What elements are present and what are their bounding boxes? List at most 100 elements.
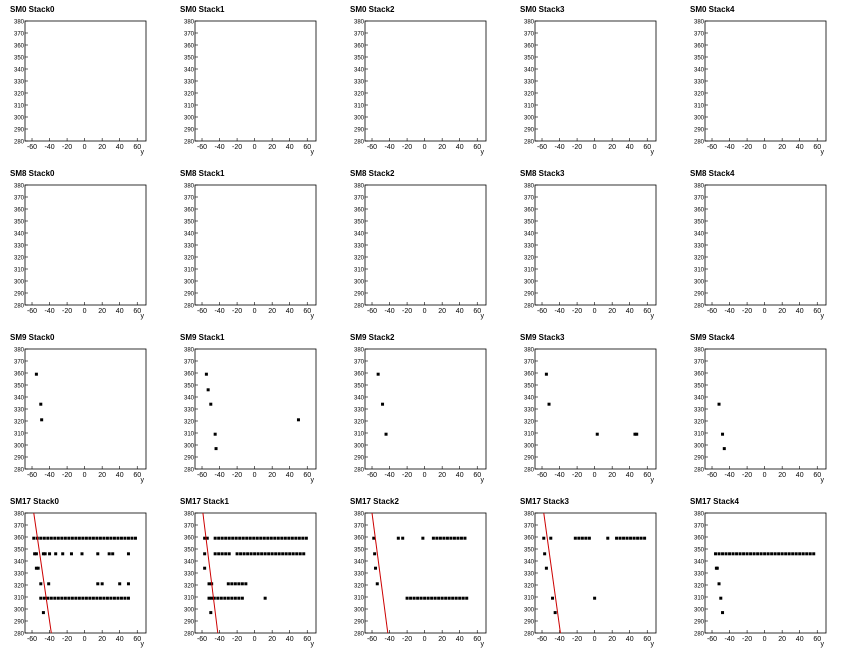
point [240, 596, 244, 600]
point [119, 596, 123, 600]
x-tick-label: -60 [537, 636, 547, 643]
point [240, 582, 244, 586]
x-axis-label: y [821, 477, 825, 484]
point [98, 596, 102, 600]
point [241, 536, 245, 540]
x-tick-label: 20 [778, 308, 786, 315]
point [593, 596, 597, 600]
x-axis-label: y [311, 313, 315, 320]
y-tick-label: 360 [694, 535, 705, 541]
chart-title: SM17 Stack4 [690, 497, 739, 506]
x-tick-label: -40 [554, 144, 564, 151]
y-tick-label: 350 [14, 383, 25, 389]
point [96, 582, 100, 586]
point [444, 596, 448, 600]
point [246, 552, 250, 556]
y-tick-label: 350 [694, 547, 705, 553]
y-tick-label: 370 [14, 31, 25, 37]
y-tick-label: 360 [184, 207, 195, 213]
y-tick-label: 330 [524, 243, 535, 249]
x-tick-label: -20 [402, 144, 412, 151]
y-tick-label: 380 [694, 19, 705, 25]
x-tick-label: 20 [98, 636, 106, 643]
y-tick-label: 280 [524, 467, 535, 473]
y-tick-label: 300 [14, 115, 25, 121]
x-tick-label: -60 [367, 144, 377, 151]
x-tick-label: 60 [643, 144, 651, 151]
x-tick-label: 20 [98, 308, 106, 315]
x-tick-label: 40 [796, 308, 804, 315]
point [447, 596, 451, 600]
x-tick-label: -20 [742, 636, 752, 643]
point [374, 566, 378, 570]
point [375, 582, 379, 586]
point [230, 582, 234, 586]
y-tick-label: 360 [524, 535, 535, 541]
point [304, 536, 308, 540]
y-tick-label: 320 [524, 419, 535, 425]
chart-title: SM8 Stack2 [350, 169, 395, 178]
point [112, 536, 116, 540]
x-tick-label: -60 [27, 144, 37, 151]
plot-frame [534, 348, 657, 470]
x-tick-label: 0 [593, 636, 597, 643]
point [735, 552, 739, 556]
y-tick-label: 320 [694, 583, 705, 589]
x-tick-label: -40 [724, 144, 734, 151]
point [212, 596, 216, 600]
y-tick-label: 320 [694, 91, 705, 97]
point [773, 552, 777, 556]
y-tick-label: 320 [14, 91, 25, 97]
y-tick-label: 340 [354, 231, 365, 237]
point [213, 432, 217, 436]
point [401, 536, 405, 540]
point [421, 536, 425, 540]
y-tick-label: 350 [524, 383, 535, 389]
chart-title: SM8 Stack0 [10, 169, 55, 178]
y-tick-label: 370 [354, 523, 365, 529]
x-tick-label: 60 [303, 308, 311, 315]
x-tick-label: 20 [268, 472, 276, 479]
y-tick-label: 360 [14, 207, 25, 213]
point [274, 552, 278, 556]
y-tick-label: 350 [184, 219, 195, 225]
x-tick-label: -40 [384, 636, 394, 643]
y-tick-label: 380 [14, 511, 25, 517]
point [452, 536, 456, 540]
point [742, 552, 746, 556]
point [573, 536, 577, 540]
x-tick-label: 0 [423, 636, 427, 643]
y-tick-label: 290 [354, 455, 365, 461]
point [595, 432, 599, 436]
plot-frame [364, 184, 487, 306]
point [633, 432, 637, 436]
x-tick-label: 60 [303, 472, 311, 479]
y-tick-label: 310 [524, 103, 535, 109]
point [269, 536, 273, 540]
y-tick-label: 280 [14, 631, 25, 637]
y-tick-label: 280 [14, 303, 25, 309]
point [56, 536, 60, 540]
point [632, 536, 636, 540]
point [224, 536, 228, 540]
y-tick-label: 320 [354, 419, 365, 425]
x-tick-label: 60 [473, 636, 481, 643]
x-tick-label: 40 [456, 144, 464, 151]
y-tick-label: 360 [354, 207, 365, 213]
point [728, 552, 732, 556]
point [715, 566, 719, 570]
y-tick-label: 300 [694, 443, 705, 449]
y-tick-label: 350 [184, 55, 195, 61]
y-tick-label: 340 [354, 395, 365, 401]
point [98, 536, 102, 540]
x-tick-label: 20 [268, 636, 276, 643]
point [714, 552, 718, 556]
x-tick-label: 60 [643, 472, 651, 479]
point [230, 596, 234, 600]
y-tick-label: 280 [14, 139, 25, 145]
point [267, 552, 271, 556]
x-tick-label: 0 [593, 144, 597, 151]
y-tick-label: 330 [14, 407, 25, 413]
x-tick-label: -60 [27, 636, 37, 643]
y-tick-label: 320 [184, 91, 195, 97]
